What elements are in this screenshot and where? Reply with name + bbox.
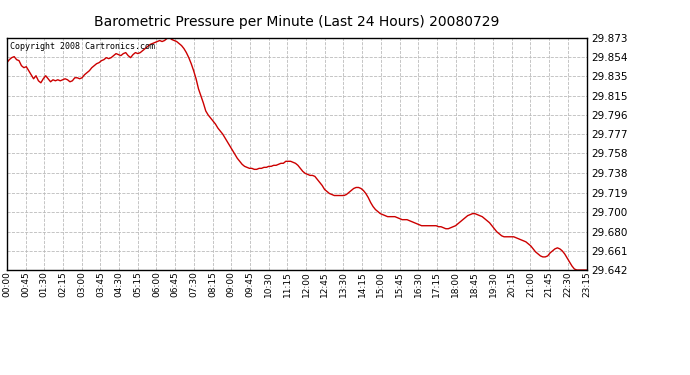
Text: Copyright 2008 Cartronics.com: Copyright 2008 Cartronics.com (10, 42, 155, 51)
Text: Barometric Pressure per Minute (Last 24 Hours) 20080729: Barometric Pressure per Minute (Last 24 … (94, 15, 500, 29)
